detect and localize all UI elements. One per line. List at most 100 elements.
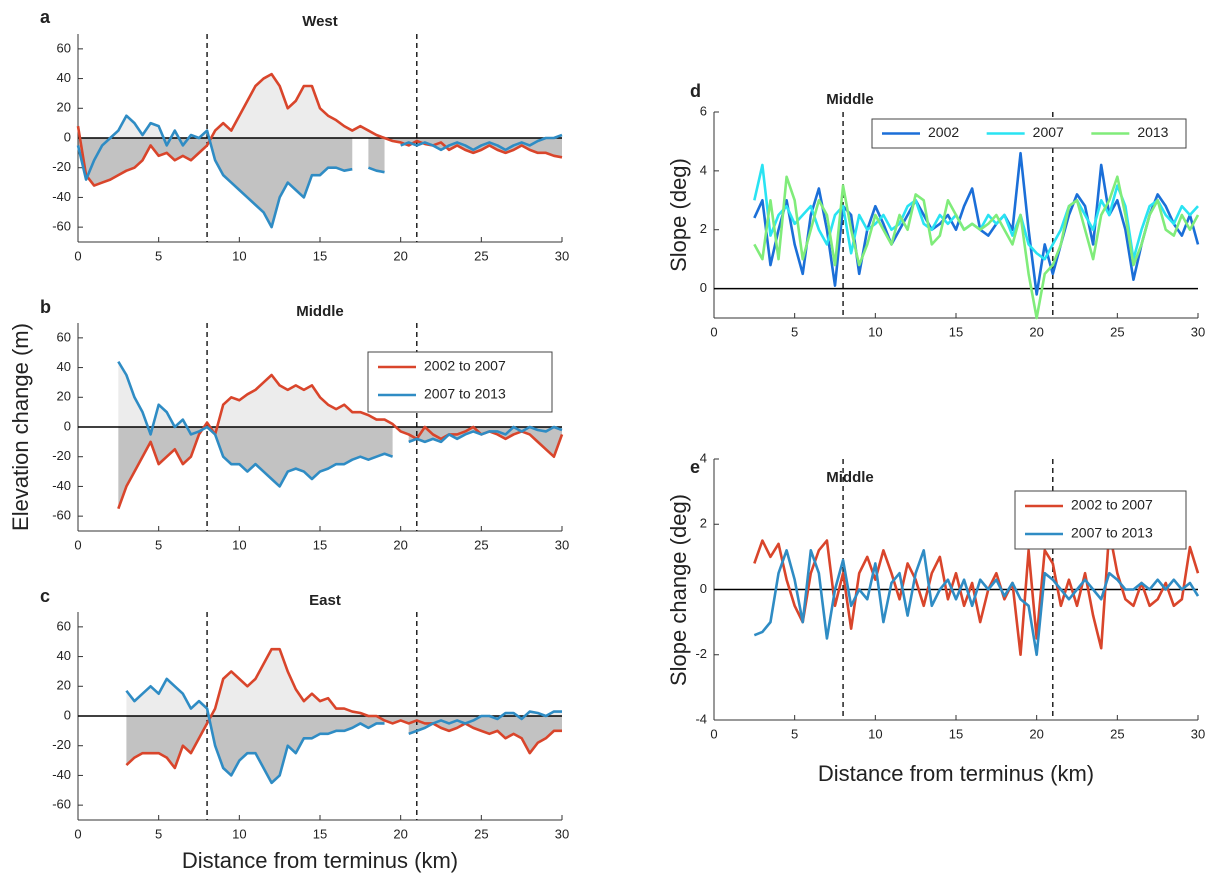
series-line [76,114,563,229]
x-tick-label: 10 [868,726,882,741]
x-tick-label: 15 [949,726,963,741]
y-tick-label: -4 [695,711,707,726]
series-line [753,529,1200,657]
fill-negative [78,138,562,186]
legend-label: 2013 [1137,124,1168,140]
legend-box [871,118,1187,149]
panel-title: Middle [826,91,874,108]
x-tick-label: 5 [155,826,162,841]
panel-title: Middle [826,469,874,486]
y-tick-label: -20 [52,159,71,174]
x-tick-label: 20 [393,537,407,552]
x-tick-label: 10 [232,826,246,841]
x-axis-label: Distance from terminus (km) [182,848,458,873]
fill-positive [126,649,562,716]
y-tick-label: -40 [52,478,71,493]
fill-negative [118,427,562,509]
y-tick-label: 40 [57,359,71,374]
panel-letter: d [690,81,701,101]
x-tick-label: 15 [313,826,327,841]
x-tick-label: 30 [1191,324,1205,339]
x-tick-label: 10 [232,537,246,552]
y-tick-label: -20 [52,737,71,752]
x-tick-label: 30 [555,826,569,841]
panel-letter: c [40,586,50,606]
x-tick-label: 5 [155,248,162,263]
x-tick-label: 0 [74,537,81,552]
legend-box [367,351,553,413]
y-tick-label: -60 [52,508,71,523]
series-line [76,72,563,187]
x-tick-label: 0 [74,826,81,841]
y-tick-label: 20 [57,389,71,404]
series-line [125,647,562,770]
x-tick-label: 25 [1110,726,1124,741]
legend-box [1014,490,1187,550]
legend-label: 2002 to 2007 [1071,497,1153,513]
y-tick-label: 0 [700,581,707,596]
y-tick-label: 2 [700,221,707,236]
x-tick-label: 15 [313,248,327,263]
x-tick-label: 15 [949,324,963,339]
series-line [753,549,1200,657]
panel-title: East [309,592,341,609]
y-tick-label: 4 [700,450,707,465]
x-tick-label: 25 [474,248,488,263]
x-tick-label: 0 [74,248,81,263]
legend-label: 2007 [1033,124,1064,140]
x-tick-label: 10 [868,324,882,339]
x-tick-label: 20 [1029,726,1043,741]
panel-letter: e [690,457,700,477]
panel-title: West [302,13,338,30]
x-tick-label: 30 [1191,726,1205,741]
x-tick-label: 30 [555,537,569,552]
y-axis-label: Slope change (deg) [666,494,691,686]
y-tick-label: -2 [695,646,707,661]
y-tick-label: -60 [52,797,71,812]
series-line [125,677,562,785]
x-tick-label: 0 [710,726,717,741]
y-tick-label: 60 [57,329,71,344]
y-tick-label: 20 [57,678,71,693]
y-tick-label: 40 [57,648,71,663]
fill-negative [78,138,562,228]
x-tick-label: 10 [232,248,246,263]
panel-letter: a [40,7,51,27]
y-tick-label: -20 [52,448,71,463]
y-tick-label: 0 [64,418,71,433]
y-tick-label: 4 [700,162,707,177]
x-tick-label: 25 [474,537,488,552]
series-line [753,175,1200,320]
y-tick-label: 0 [64,129,71,144]
x-tick-label: 25 [1110,324,1124,339]
x-tick-label: 5 [791,324,798,339]
y-axis-label: Elevation change (m) [8,323,33,531]
y-tick-label: -40 [52,189,71,204]
fill-negative [118,427,562,487]
y-tick-label: 6 [700,103,707,118]
y-tick-label: 20 [57,100,71,115]
fill-positive [118,375,562,427]
fill-positive [78,74,562,138]
x-tick-label: 30 [555,248,569,263]
fill-positive [118,361,562,427]
panel-letter: b [40,297,51,317]
x-tick-label: 20 [393,248,407,263]
y-tick-label: 2 [700,516,707,531]
x-tick-label: 5 [155,537,162,552]
legend-label: 2007 to 2013 [424,386,506,402]
x-tick-label: 5 [791,726,798,741]
legend-label: 2007 to 2013 [1071,525,1153,541]
y-tick-label: 60 [57,40,71,55]
legend-label: 2002 [928,124,959,140]
x-tick-label: 15 [313,537,327,552]
y-tick-label: 40 [57,70,71,85]
series-line [753,151,1200,296]
x-tick-label: 0 [710,324,717,339]
y-tick-label: 60 [57,618,71,633]
y-axis-label: Slope (deg) [666,158,691,272]
y-tick-label: -40 [52,767,71,782]
legend-label: 2002 to 2007 [424,358,506,374]
x-tick-label: 20 [393,826,407,841]
